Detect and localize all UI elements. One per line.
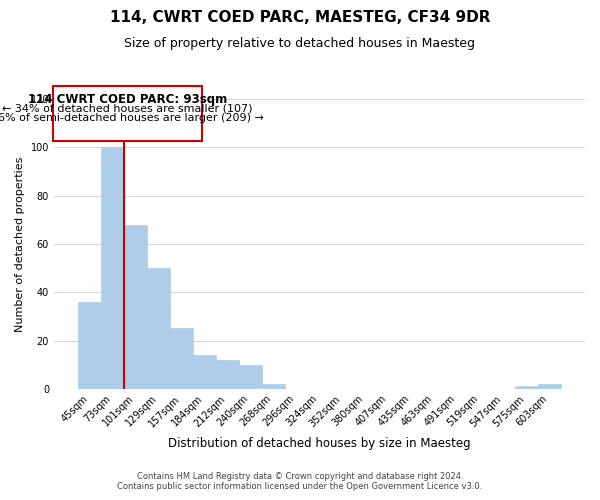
Bar bbox=[78, 302, 101, 389]
Bar bbox=[538, 384, 561, 389]
Bar bbox=[124, 224, 147, 389]
Bar bbox=[262, 384, 285, 389]
X-axis label: Distribution of detached houses by size in Maesteg: Distribution of detached houses by size … bbox=[168, 437, 471, 450]
Text: Contains public sector information licensed under the Open Government Licence v3: Contains public sector information licen… bbox=[118, 482, 482, 491]
Text: ← 34% of detached houses are smaller (107): ← 34% of detached houses are smaller (10… bbox=[2, 104, 253, 114]
Y-axis label: Number of detached properties: Number of detached properties bbox=[15, 156, 25, 332]
Bar bbox=[147, 268, 170, 389]
Text: Contains HM Land Registry data © Crown copyright and database right 2024.: Contains HM Land Registry data © Crown c… bbox=[137, 472, 463, 481]
Bar bbox=[216, 360, 239, 389]
Bar bbox=[239, 364, 262, 389]
Text: 114, CWRT COED PARC, MAESTEG, CF34 9DR: 114, CWRT COED PARC, MAESTEG, CF34 9DR bbox=[110, 10, 490, 25]
Text: 114 CWRT COED PARC: 93sqm: 114 CWRT COED PARC: 93sqm bbox=[28, 94, 227, 106]
Bar bbox=[101, 148, 124, 389]
Text: Size of property relative to detached houses in Maesteg: Size of property relative to detached ho… bbox=[125, 38, 476, 51]
Bar bbox=[515, 386, 538, 389]
Text: 66% of semi-detached houses are larger (209) →: 66% of semi-detached houses are larger (… bbox=[0, 114, 263, 124]
Bar bbox=[193, 355, 216, 389]
Bar bbox=[170, 328, 193, 389]
